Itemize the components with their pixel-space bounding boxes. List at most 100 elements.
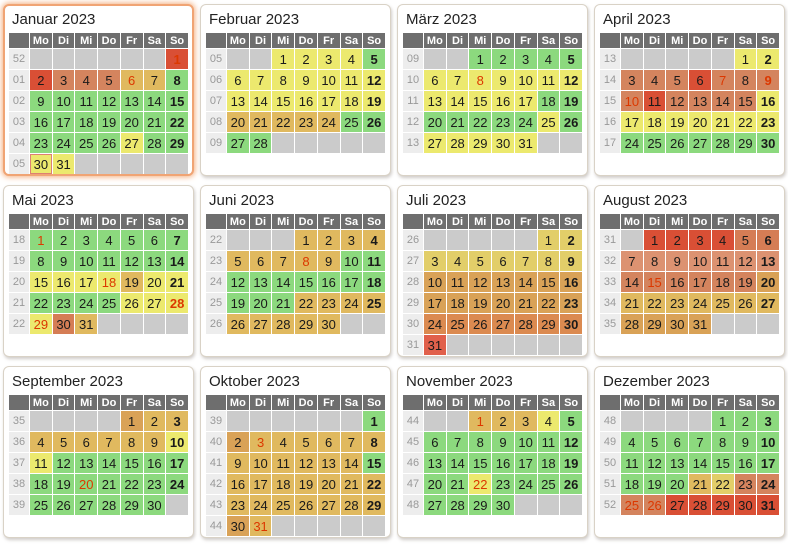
day-cell[interactable]: 6 [249,251,272,271]
day-cell[interactable]: 15 [734,91,757,111]
day-cell[interactable]: 21 [689,474,711,494]
day-cell[interactable]: 8 [30,251,52,271]
day-cell[interactable]: 11 [75,91,98,111]
day-cell[interactable]: 22 [643,293,666,313]
day-cell[interactable]: 8 [166,70,188,90]
day-cell[interactable]: 26 [295,495,317,515]
day-cell[interactable]: 1 [295,230,317,250]
day-cell[interactable]: 26 [560,474,582,494]
day-cell[interactable]: 3 [75,230,98,250]
day-cell[interactable]: 9 [52,251,75,271]
day-cell[interactable]: 28 [689,495,711,515]
day-cell[interactable]: 1 [734,49,757,69]
day-cell[interactable]: 12 [666,91,689,111]
day-cell[interactable]: 20 [120,112,143,132]
day-cell[interactable]: 5 [469,251,492,271]
day-cell[interactable]: 20 [249,293,272,313]
day-cell[interactable]: 4 [272,432,295,452]
day-cell[interactable]: 29 [643,314,666,334]
day-cell[interactable]: 22 [363,474,385,494]
day-cell[interactable]: 23 [317,293,340,313]
day-cell[interactable]: 25 [30,495,52,515]
day-cell[interactable]: 11 [98,251,120,271]
day-cell[interactable]: 20 [143,272,166,292]
day-cell[interactable]: 8 [272,70,295,90]
day-cell[interactable]: 16 [143,453,166,473]
day-cell[interactable]: 31 [514,133,537,153]
day-cell[interactable]: 19 [469,293,492,313]
day-cell[interactable]: 7 [143,70,166,90]
day-cell[interactable]: 15 [166,91,188,111]
day-cell[interactable]: 19 [734,272,757,292]
day-cell[interactable]: 17 [317,91,340,111]
day-cell[interactable]: 3 [514,411,537,431]
day-cell[interactable]: 5 [560,49,582,69]
day-cell[interactable]: 15 [295,272,317,292]
day-cell[interactable]: 31 [249,516,272,536]
day-cell[interactable]: 22 [272,112,295,132]
day-cell[interactable]: 18 [537,453,560,473]
day-cell[interactable]: 11 [643,91,666,111]
day-cell[interactable]: 2 [30,70,52,90]
day-cell[interactable]: 7 [340,432,363,452]
day-cell[interactable]: 28 [446,495,469,515]
day-cell[interactable]: 27 [492,314,514,334]
day-cell[interactable]: 21 [249,112,272,132]
day-cell[interactable]: 7 [446,432,469,452]
day-cell[interactable]: 12 [560,70,582,90]
day-cell[interactable]: 4 [30,432,52,452]
day-cell[interactable]: 12 [734,251,757,271]
day-cell[interactable]: 10 [514,70,537,90]
day-cell[interactable]: 18 [446,293,469,313]
day-cell[interactable]: 10 [689,251,711,271]
day-cell[interactable]: 18 [30,474,52,494]
day-cell[interactable]: 28 [340,495,363,515]
day-cell[interactable]: 28 [621,314,643,334]
day-cell[interactable]: 4 [340,49,363,69]
day-cell[interactable]: 16 [666,272,689,292]
day-cell[interactable]: 5 [295,432,317,452]
day-cell[interactable]: 12 [98,91,120,111]
day-cell-today[interactable]: 30 [30,154,52,174]
day-cell[interactable]: 30 [666,314,689,334]
day-cell[interactable]: 30 [734,495,757,515]
day-cell[interactable]: 31 [689,314,711,334]
day-cell[interactable]: 3 [514,49,537,69]
day-cell[interactable]: 28 [514,314,537,334]
day-cell[interactable]: 19 [52,474,75,494]
day-cell[interactable]: 29 [166,133,188,153]
day-cell[interactable]: 29 [295,314,317,334]
day-cell[interactable]: 28 [272,314,295,334]
day-cell[interactable]: 24 [249,495,272,515]
day-cell[interactable]: 19 [560,91,582,111]
day-cell[interactable]: 11 [363,251,385,271]
day-cell[interactable]: 26 [120,293,143,313]
day-cell[interactable]: 5 [666,70,689,90]
day-cell[interactable]: 2 [227,432,249,452]
day-cell[interactable]: 19 [363,91,385,111]
day-cell[interactable]: 18 [75,112,98,132]
day-cell[interactable]: 16 [492,91,514,111]
day-cell[interactable]: 14 [446,91,469,111]
day-cell[interactable]: 23 [734,474,757,494]
day-cell[interactable]: 11 [446,272,469,292]
day-cell[interactable]: 16 [30,112,52,132]
day-cell[interactable]: 30 [317,314,340,334]
day-cell[interactable]: 10 [75,251,98,271]
day-cell[interactable]: 26 [227,314,249,334]
day-cell[interactable]: 26 [363,112,385,132]
day-cell[interactable]: 12 [363,70,385,90]
day-cell[interactable]: 27 [424,495,446,515]
day-cell[interactable]: 1 [537,230,560,250]
day-cell[interactable]: 18 [537,91,560,111]
day-cell[interactable]: 9 [757,70,779,90]
day-cell[interactable]: 6 [666,432,689,452]
day-cell[interactable]: 26 [560,112,582,132]
day-cell[interactable]: 9 [666,251,689,271]
day-cell[interactable]: 11 [621,453,643,473]
day-cell[interactable]: 10 [249,453,272,473]
day-cell[interactable]: 6 [143,230,166,250]
day-cell[interactable]: 15 [469,453,492,473]
day-cell[interactable]: 18 [621,474,643,494]
day-cell[interactable]: 29 [363,495,385,515]
